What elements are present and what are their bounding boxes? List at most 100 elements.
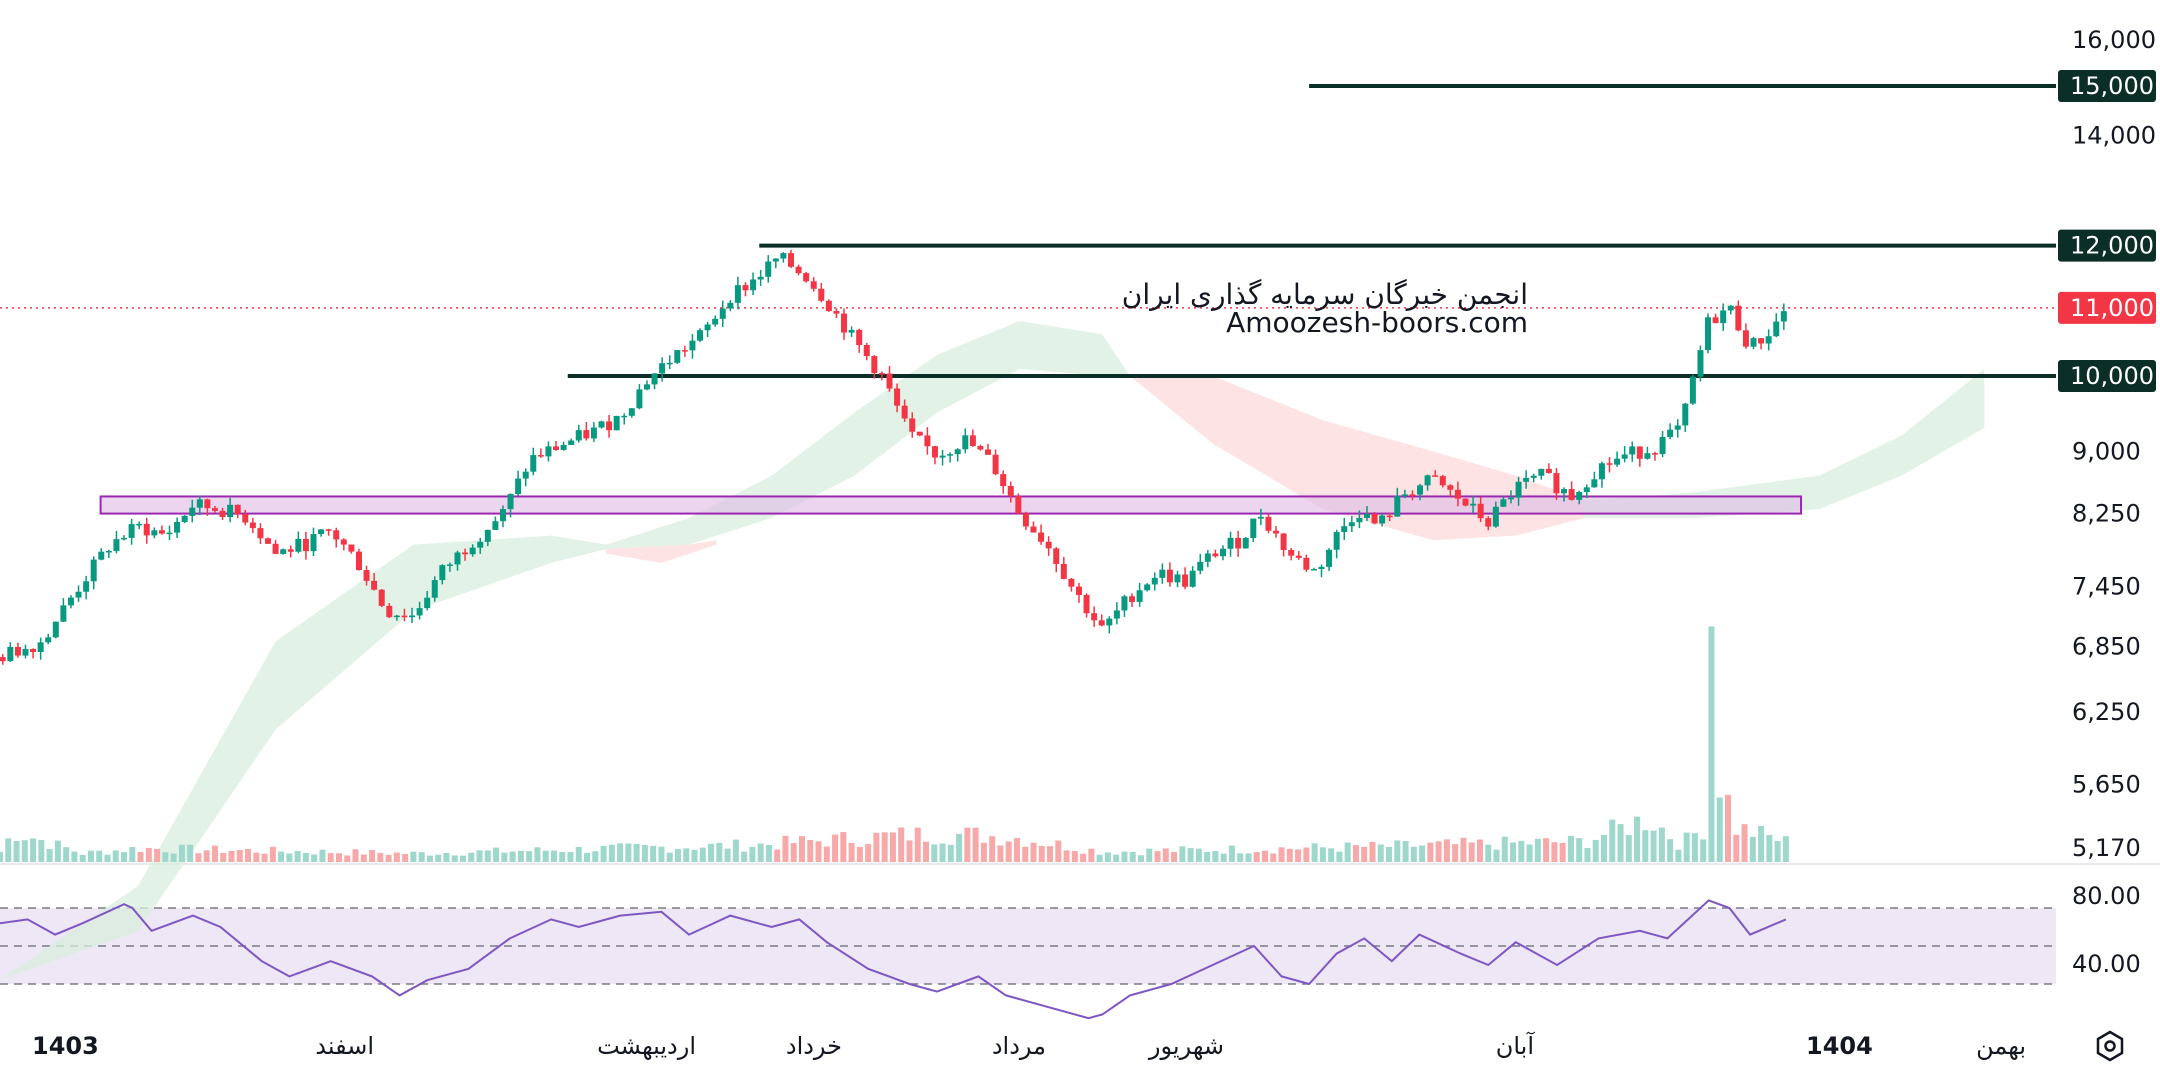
price-tick-label: 8,250 bbox=[2072, 500, 2141, 528]
volume-bar bbox=[278, 851, 285, 862]
volume-bar bbox=[1584, 847, 1591, 862]
candle-up bbox=[1379, 513, 1386, 527]
volume-bar bbox=[641, 844, 648, 862]
candle-up bbox=[136, 521, 143, 530]
candle-down bbox=[1636, 446, 1643, 467]
candle-body bbox=[158, 530, 165, 534]
candle-down bbox=[1000, 470, 1007, 494]
candle-up bbox=[310, 527, 317, 557]
candle-up bbox=[750, 272, 757, 296]
volume-bar bbox=[765, 844, 772, 862]
candle-down bbox=[931, 445, 938, 465]
candle-body bbox=[1667, 429, 1674, 438]
volume-bar bbox=[1782, 836, 1789, 862]
candle-body bbox=[1333, 532, 1340, 550]
volume-bar bbox=[947, 844, 954, 862]
candle-up bbox=[1151, 572, 1158, 591]
volume-bar bbox=[1220, 853, 1227, 862]
candle-body bbox=[704, 324, 711, 331]
candle-body bbox=[1000, 474, 1007, 487]
volume-bar bbox=[1303, 847, 1310, 862]
candle-up bbox=[522, 468, 529, 487]
candle-up bbox=[621, 413, 628, 425]
candle-body bbox=[295, 538, 302, 552]
candle-body bbox=[249, 522, 256, 529]
volume-bar bbox=[468, 852, 475, 862]
volume-bar bbox=[1195, 848, 1202, 862]
candle-body bbox=[810, 281, 817, 289]
time-label-ordibehesht: اردیبهشت bbox=[597, 1032, 696, 1060]
candle-up bbox=[1144, 583, 1151, 592]
candle-body bbox=[636, 389, 643, 409]
candle-up bbox=[454, 550, 461, 571]
candle-body bbox=[1591, 479, 1598, 488]
candle-body bbox=[787, 253, 794, 267]
candle-up bbox=[1515, 476, 1522, 506]
volume-bar bbox=[1485, 844, 1492, 862]
volume-bar bbox=[46, 849, 53, 862]
volume-bar bbox=[71, 851, 78, 862]
volume-bar bbox=[1129, 851, 1136, 862]
candle-down bbox=[1182, 567, 1189, 590]
candle-body bbox=[1689, 376, 1696, 404]
candle-body bbox=[1015, 496, 1022, 514]
candle-body bbox=[1007, 486, 1014, 497]
candle-down bbox=[795, 264, 802, 276]
horizontal-levels[interactable] bbox=[0, 84, 2056, 378]
candle-body bbox=[1129, 596, 1136, 602]
watermark-site: Amoozesh-boors.com bbox=[1226, 306, 1528, 339]
candle-body bbox=[954, 449, 961, 455]
candle-body bbox=[1083, 594, 1090, 614]
level-price-tag: 10,000 bbox=[2058, 360, 2156, 392]
candle-up bbox=[295, 531, 302, 554]
candle-body bbox=[856, 329, 863, 346]
candle-body bbox=[174, 521, 181, 533]
price-axis[interactable]: 16,000 14,000 9,000 8,250 7,450 6,850 6,250 5,6… bbox=[2058, 26, 2156, 862]
candle-body bbox=[1697, 350, 1704, 377]
candle-body bbox=[939, 455, 946, 458]
candle-up bbox=[1363, 506, 1370, 521]
support-zone[interactable] bbox=[99, 495, 1803, 515]
candle-body bbox=[878, 373, 885, 375]
volume-bar bbox=[63, 847, 70, 862]
volume-bar bbox=[881, 832, 888, 862]
candle-up bbox=[1523, 470, 1530, 489]
candle-down bbox=[1303, 554, 1310, 572]
candle-body bbox=[409, 615, 416, 618]
volume-bar bbox=[1063, 850, 1070, 862]
volume-bar bbox=[377, 853, 384, 862]
candle-body bbox=[1030, 526, 1037, 533]
candle-body bbox=[1250, 518, 1257, 539]
candle-down bbox=[1447, 484, 1454, 497]
volume-bar bbox=[716, 842, 723, 862]
volume-bar bbox=[534, 847, 541, 862]
candle-up bbox=[590, 422, 597, 442]
candle-up bbox=[37, 637, 44, 660]
candle-body bbox=[22, 648, 29, 656]
volume-bar bbox=[592, 851, 599, 862]
candle-down bbox=[810, 277, 817, 292]
candle-down bbox=[871, 355, 878, 379]
candle-body bbox=[1621, 454, 1628, 459]
candle-up bbox=[598, 420, 605, 429]
candle-up bbox=[1697, 345, 1704, 382]
time-label-aban: آبان bbox=[1496, 1031, 1536, 1060]
candle-down bbox=[272, 539, 279, 554]
candle-up bbox=[477, 537, 484, 554]
volume-bar bbox=[121, 852, 128, 862]
candle-up bbox=[45, 633, 52, 645]
candle-up bbox=[90, 556, 97, 590]
price-tick-label: 6,850 bbox=[2072, 633, 2141, 661]
candle-down bbox=[1485, 516, 1492, 531]
volume-bar bbox=[96, 850, 103, 862]
candle-up bbox=[181, 515, 188, 524]
candle-down bbox=[363, 565, 370, 586]
hexagon-settings-icon[interactable] bbox=[2096, 1030, 2124, 1062]
candle-up bbox=[1750, 336, 1757, 350]
candle-down bbox=[1742, 323, 1749, 349]
volume-bar bbox=[1419, 845, 1426, 862]
candle-body bbox=[1500, 499, 1507, 507]
candle-down bbox=[0, 654, 6, 665]
